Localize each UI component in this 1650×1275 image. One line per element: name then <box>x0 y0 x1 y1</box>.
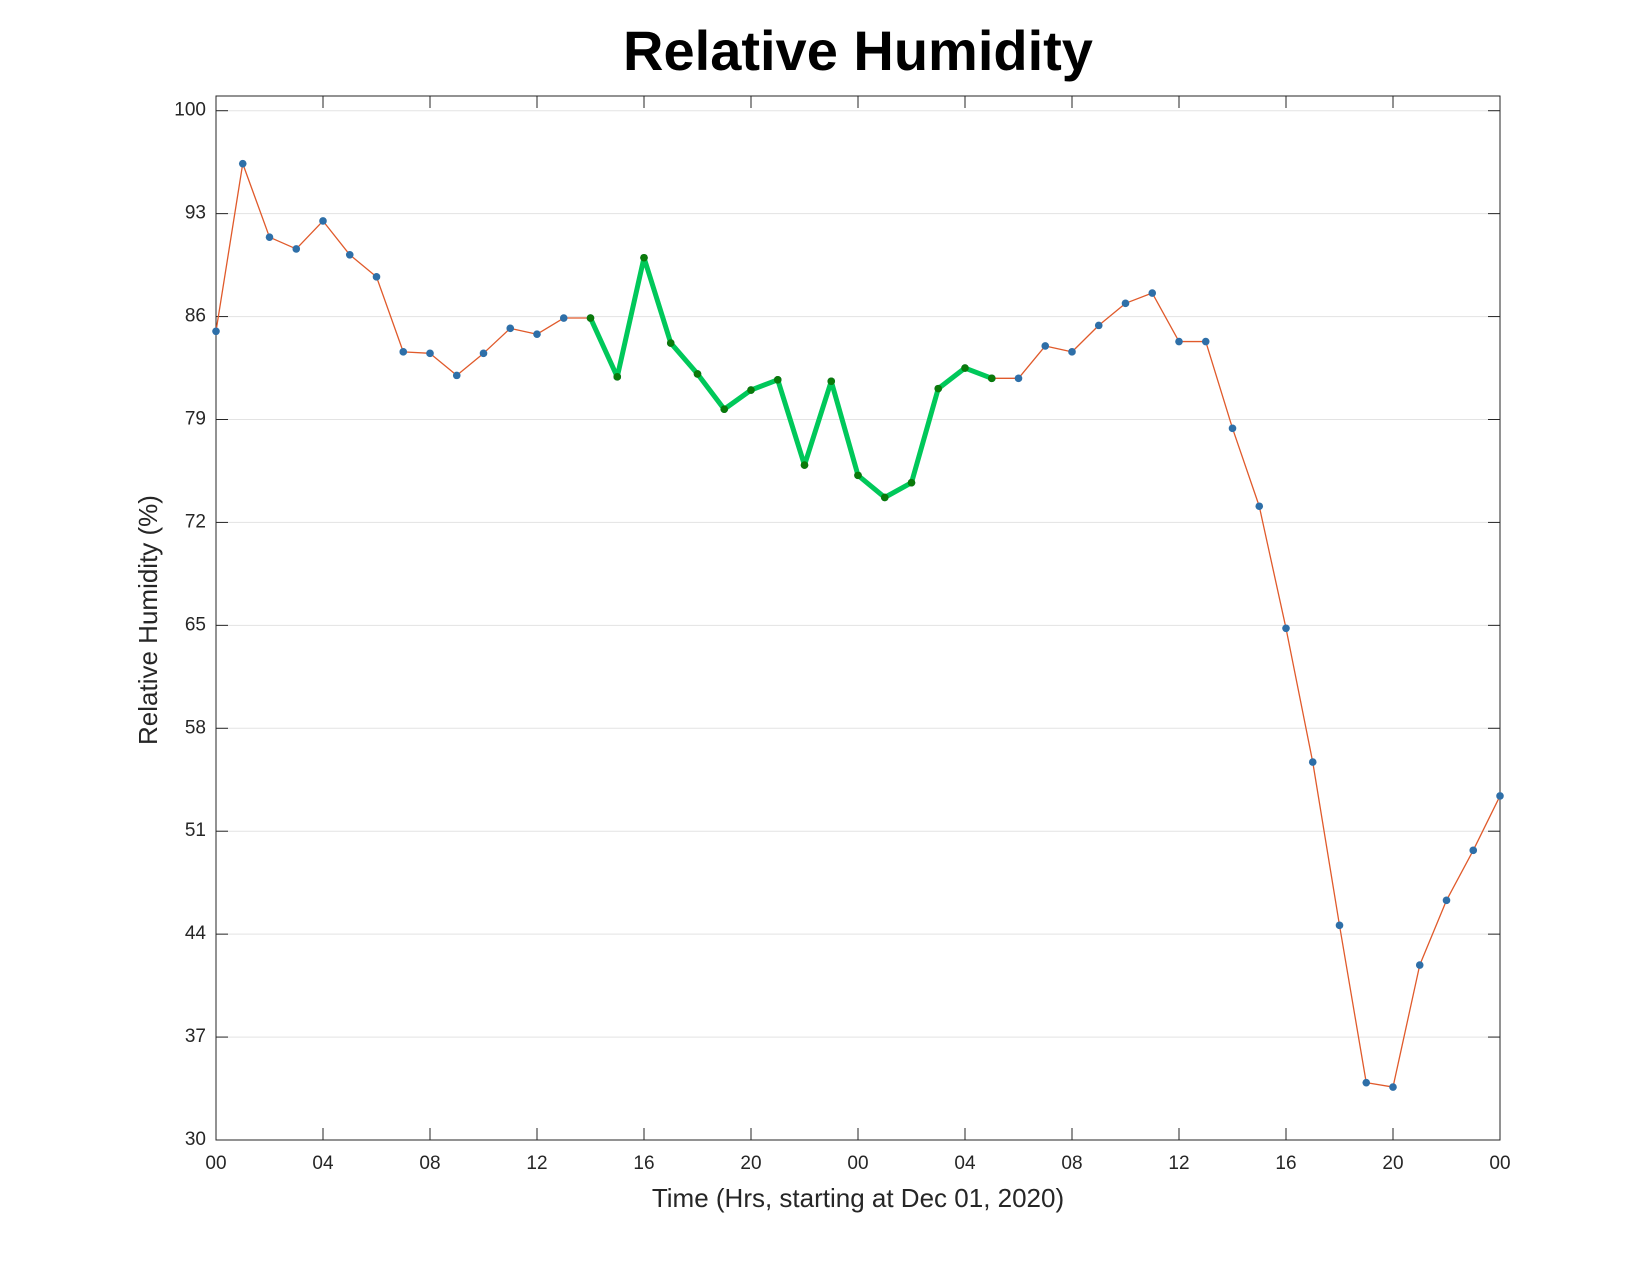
y-tick-label: 100 <box>174 100 206 121</box>
marker <box>319 217 327 225</box>
y-tick-label: 93 <box>185 203 206 224</box>
y-axis-label: Relative Humidity (%) <box>133 495 163 745</box>
marker <box>747 386 755 394</box>
x-tick-label: 00 <box>847 1153 868 1174</box>
x-tick-label: 04 <box>312 1153 334 1174</box>
marker <box>506 324 515 333</box>
marker <box>1308 758 1317 766</box>
marker <box>1335 921 1344 930</box>
marker <box>1041 342 1050 350</box>
marker <box>640 253 648 262</box>
y-tick-label: 37 <box>185 1026 206 1047</box>
marker <box>880 493 889 502</box>
marker <box>1469 846 1478 855</box>
marker <box>559 314 568 322</box>
x-tick-label: 20 <box>1382 1153 1403 1174</box>
marker <box>1148 289 1157 297</box>
y-tick-label: 30 <box>185 1129 206 1150</box>
marker <box>666 339 675 347</box>
marker <box>987 374 996 383</box>
chart-title: Relative Humidity <box>623 19 1093 82</box>
x-tick-label: 04 <box>954 1153 976 1174</box>
x-tick-label: 16 <box>1275 1153 1296 1174</box>
marker <box>961 364 969 372</box>
marker <box>1496 792 1504 800</box>
marker <box>426 349 434 358</box>
x-tick-label: 12 <box>526 1153 547 1174</box>
marker <box>854 471 862 480</box>
line <box>588 255 993 500</box>
marker <box>1442 896 1451 905</box>
marker <box>1175 337 1183 346</box>
y-tick-label: 58 <box>185 717 206 738</box>
plot-frame <box>215 95 1501 1141</box>
marker <box>533 330 541 339</box>
marker <box>479 349 488 358</box>
x-tick-label: 20 <box>740 1153 761 1174</box>
y-tick-label: 44 <box>185 923 207 944</box>
marker <box>1121 299 1130 308</box>
marker <box>1068 348 1076 356</box>
marker <box>452 371 461 380</box>
marker <box>1228 424 1237 433</box>
marker <box>1282 624 1290 633</box>
marker <box>399 348 408 356</box>
marker <box>345 251 354 259</box>
marker <box>1014 374 1023 383</box>
x-tick-label: 12 <box>1168 1153 1189 1174</box>
marker <box>773 375 782 384</box>
marker <box>1362 1078 1371 1087</box>
marker <box>1389 1083 1397 1091</box>
x-tick-label: 16 <box>633 1153 654 1174</box>
marker <box>212 327 220 336</box>
marker <box>800 461 809 469</box>
x-tick-label: 08 <box>1061 1153 1082 1174</box>
marker <box>586 314 595 322</box>
x-tick-label: 00 <box>1489 1153 1510 1174</box>
marker <box>292 245 301 253</box>
x-tick-label: 08 <box>419 1153 440 1174</box>
x-tick-label: 00 <box>205 1153 226 1174</box>
marker <box>827 377 836 386</box>
y-tick-label: 79 <box>185 409 206 430</box>
marker <box>934 384 943 393</box>
marker <box>1415 961 1424 969</box>
marker <box>1201 337 1210 346</box>
x-axis-label: Time (Hrs, starting at Dec 01, 2020) <box>652 1183 1064 1213</box>
y-tick-label: 51 <box>185 820 206 841</box>
marker <box>372 273 381 281</box>
marker <box>720 405 729 414</box>
marker <box>907 478 916 487</box>
y-tick-label: 65 <box>185 614 206 635</box>
marker <box>613 373 622 381</box>
y-tick-label: 72 <box>185 511 206 532</box>
marker <box>693 370 702 378</box>
y-tick-label: 86 <box>185 306 206 327</box>
marker <box>265 233 274 241</box>
marker <box>238 159 247 168</box>
marker <box>1255 502 1264 511</box>
marker <box>1094 321 1103 330</box>
